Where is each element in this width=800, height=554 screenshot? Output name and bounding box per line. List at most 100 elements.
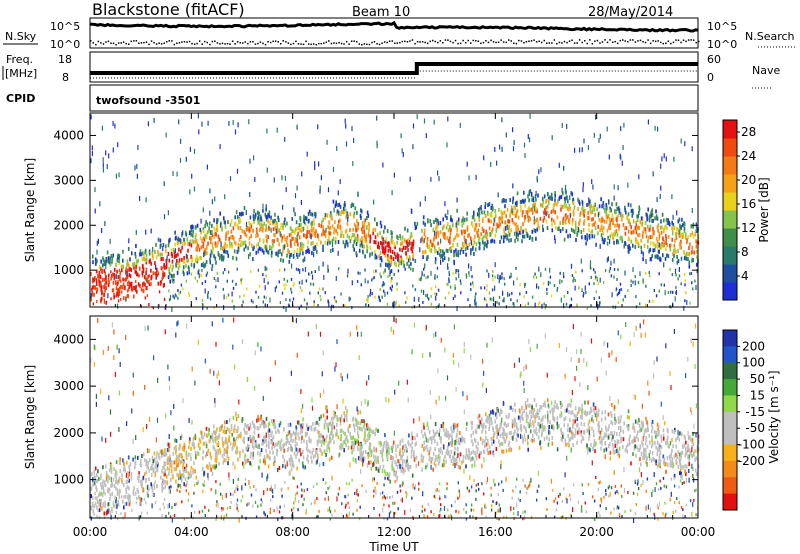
nsearch-point bbox=[692, 39, 695, 41]
power-cell bbox=[134, 165, 136, 171]
nsearch-point bbox=[477, 40, 480, 42]
power-cell bbox=[142, 265, 144, 270]
power-cell bbox=[257, 210, 259, 215]
power-cell bbox=[648, 249, 650, 254]
power-cell bbox=[489, 232, 491, 237]
power-cell bbox=[117, 253, 119, 258]
power-cell bbox=[228, 236, 230, 241]
power-cell bbox=[522, 234, 524, 239]
power-cell bbox=[202, 244, 204, 249]
power-cell bbox=[211, 250, 214, 255]
power-cell bbox=[261, 248, 264, 253]
power-cell bbox=[302, 226, 304, 232]
power-cell bbox=[551, 135, 553, 141]
power-cell bbox=[118, 288, 121, 292]
velocity-cell bbox=[320, 434, 323, 439]
power-cell bbox=[282, 224, 284, 229]
power-cell bbox=[672, 251, 674, 256]
power-cell bbox=[391, 250, 394, 254]
power-cell bbox=[523, 295, 525, 299]
nsearch-point bbox=[381, 42, 383, 44]
power-cell bbox=[689, 242, 691, 247]
nsearch-point bbox=[216, 42, 219, 44]
power-cell bbox=[152, 271, 155, 276]
velocity-cell bbox=[540, 418, 542, 423]
power-cell bbox=[558, 196, 561, 201]
velocity-cell bbox=[351, 450, 353, 455]
power-cell bbox=[684, 235, 687, 240]
velocity-cell bbox=[475, 456, 478, 461]
power-cell bbox=[233, 249, 236, 254]
power-cell bbox=[213, 254, 215, 259]
velocity-cell bbox=[600, 417, 603, 422]
power-cell bbox=[102, 162, 104, 168]
velocity-cell bbox=[459, 441, 461, 445]
power-cell bbox=[620, 212, 622, 218]
power-cell bbox=[546, 204, 549, 209]
velocity-cell bbox=[622, 444, 624, 449]
power-cell bbox=[603, 219, 606, 224]
velocity-cell bbox=[138, 478, 140, 483]
velocity-cell bbox=[567, 423, 569, 428]
velocity-cell bbox=[348, 424, 351, 428]
power-cell bbox=[207, 230, 209, 235]
velocity-cell bbox=[662, 436, 665, 441]
velocity-cell bbox=[329, 436, 332, 441]
velocity-cell bbox=[559, 401, 562, 405]
power-cell bbox=[434, 245, 436, 250]
velocity-cell bbox=[560, 411, 563, 416]
velocity-cell bbox=[556, 421, 559, 426]
power-cell bbox=[491, 298, 493, 301]
velocity-cell bbox=[462, 458, 465, 463]
power-cell bbox=[616, 239, 618, 245]
power-cell bbox=[674, 268, 677, 274]
power-cell bbox=[615, 287, 618, 291]
power-cell bbox=[428, 245, 431, 250]
power-cell bbox=[679, 226, 682, 231]
nsearch-point bbox=[467, 39, 469, 42]
velocity-cell bbox=[401, 454, 404, 459]
velocity-cell bbox=[671, 448, 673, 453]
power-cell bbox=[652, 299, 654, 303]
power-cell bbox=[644, 220, 647, 225]
power-cell bbox=[200, 263, 203, 268]
power-cell bbox=[562, 272, 565, 276]
power-cell bbox=[313, 300, 315, 304]
power-cell bbox=[332, 199, 335, 204]
velocity-cell bbox=[179, 443, 181, 448]
power-cell bbox=[483, 210, 486, 215]
power-cell bbox=[393, 273, 395, 276]
velocity-cell bbox=[100, 482, 102, 487]
velocity-cell bbox=[214, 465, 216, 470]
power-cell bbox=[642, 230, 644, 235]
power-cell bbox=[477, 207, 480, 212]
power-cell bbox=[660, 219, 662, 224]
power-cell bbox=[194, 239, 197, 244]
velocity-cell bbox=[326, 415, 328, 420]
power-cell bbox=[99, 274, 102, 279]
velocity-cell bbox=[681, 450, 684, 455]
power-cell bbox=[680, 282, 682, 286]
power-cell bbox=[371, 251, 373, 256]
power-cell bbox=[293, 282, 295, 286]
velocity-cell bbox=[590, 417, 593, 422]
power-cell bbox=[189, 231, 191, 236]
power-cell bbox=[237, 226, 239, 231]
velocity-cell bbox=[436, 457, 438, 462]
velocity-cell bbox=[222, 460, 225, 465]
velocity-cell bbox=[681, 432, 683, 437]
velocity-cell bbox=[260, 416, 262, 421]
velocity-cell bbox=[326, 447, 328, 452]
power-cell bbox=[243, 206, 246, 211]
power-cell bbox=[425, 276, 427, 280]
power-cell bbox=[317, 291, 319, 295]
power-cell bbox=[579, 201, 581, 206]
power-cell bbox=[219, 211, 221, 216]
velocity-cell bbox=[103, 511, 106, 516]
power-cell bbox=[173, 296, 175, 300]
velocity-cell bbox=[456, 428, 459, 433]
power-cell bbox=[303, 298, 306, 302]
velocity-cell bbox=[230, 426, 233, 431]
power-cell bbox=[453, 253, 455, 258]
power-cell bbox=[423, 267, 425, 271]
